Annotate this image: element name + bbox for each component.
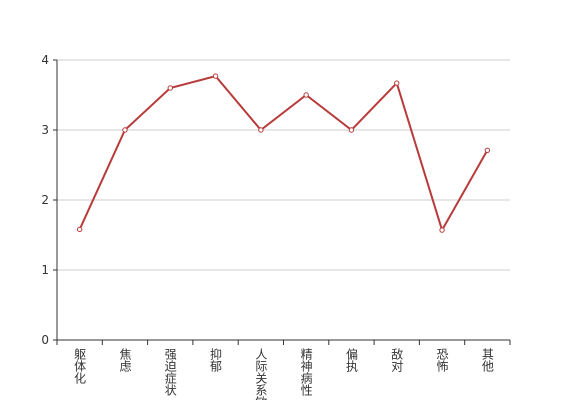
x-tick-label: 躯体化 [73,347,87,385]
y-tick-label: 0 [41,333,49,347]
line [78,74,489,233]
point [258,127,264,133]
point [212,73,219,79]
x-tick-label: 精神病性 [299,348,313,397]
x-tick-label: 偏执 [344,347,358,373]
y-tick-label: 3 [41,123,49,137]
point [76,226,83,233]
x-tick-label: 抑郁 [209,347,223,373]
point [348,127,355,133]
x-tick-label: 焦虑 [118,348,132,372]
y-tick-label: 1 [41,263,49,277]
point [122,127,128,133]
x-tick-label: 恐怖 [435,348,449,372]
x-tick-label: 强迫症状 [163,348,177,396]
point [484,147,491,154]
x-tick-label: 人际关系敏感 [254,348,268,400]
x-tick-label: 其他 [480,348,494,372]
point [167,85,173,91]
point [394,80,400,86]
point [439,227,445,233]
x-tick-label: 敌对 [390,347,404,372]
y-tick-label: 2 [41,193,49,207]
y-tick-label: 4 [41,53,49,67]
point [303,92,309,98]
